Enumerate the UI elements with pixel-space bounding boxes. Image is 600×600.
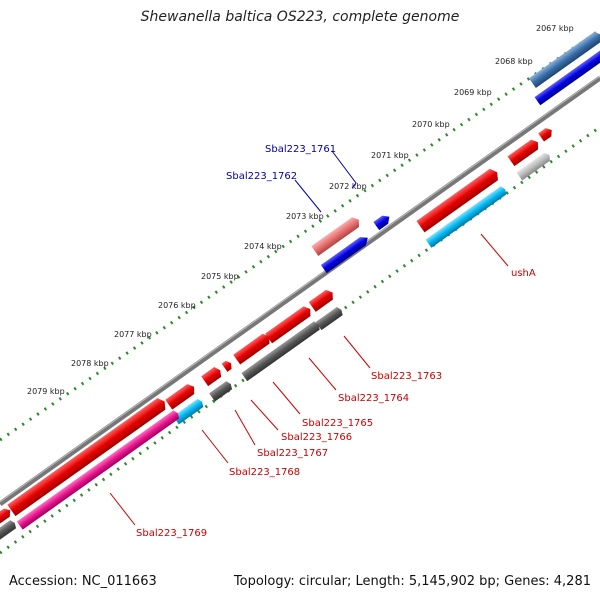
gene-blue-small[interactable] xyxy=(373,213,392,231)
label-sbal223-1763[interactable]: Sbal223_1763 xyxy=(371,371,442,382)
gene-usha-cyan[interactable] xyxy=(425,185,508,248)
label-sbal223-1765[interactable]: Sbal223_1765 xyxy=(302,418,373,429)
accession-text: Accession: NC_011663 xyxy=(9,574,157,589)
gene-sbal223-1768[interactable] xyxy=(165,382,197,410)
genome-summary-text: Topology: circular; Length: 5,145,902 bp… xyxy=(233,574,591,589)
gene-lightgray[interactable] xyxy=(516,151,552,181)
gene-usha[interactable] xyxy=(416,166,501,233)
gene-sbal223-1768-cyan[interactable] xyxy=(173,398,205,425)
gene-sbal223-1763-dark[interactable] xyxy=(315,306,345,331)
leader-sbal223-1761 xyxy=(331,150,357,189)
label-sbal223-1768[interactable]: Sbal223_1768 xyxy=(229,467,300,478)
scale-label-2079: 2079 kbp xyxy=(27,387,65,396)
gene-blue-top[interactable] xyxy=(534,49,600,106)
leader-lines xyxy=(109,150,509,526)
gene-sbal223-1762[interactable] xyxy=(320,234,371,274)
scale-label-2067: 2067 kbp xyxy=(536,24,574,33)
gene-sbal223-1766[interactable] xyxy=(221,359,234,372)
genome-backbone xyxy=(0,75,600,507)
gene-red-right-2[interactable] xyxy=(507,137,541,167)
gene-sbal223-1761[interactable] xyxy=(311,215,362,256)
gene-sbal223-1764[interactable] xyxy=(265,304,314,344)
genome-backbone-highlight xyxy=(0,75,600,503)
label-sbal223-1761[interactable]: Sbal223_1761 xyxy=(265,144,336,155)
scale-label-2077: 2077 kbp xyxy=(114,330,152,339)
scale-label-2073: 2073 kbp xyxy=(286,212,324,221)
gene-sbal223-1769[interactable] xyxy=(7,396,168,517)
gene-sbal223-1763[interactable] xyxy=(308,288,336,312)
label-sbal223-1764[interactable]: Sbal223_1764 xyxy=(338,393,409,404)
gene-sbal223-1767-dark[interactable] xyxy=(209,380,234,402)
scale-label-2075: 2075 kbp xyxy=(201,272,239,281)
leader-sbal223-1764 xyxy=(308,357,337,391)
gene-features xyxy=(0,30,600,542)
gene-steelblue[interactable] xyxy=(528,30,600,89)
gene-labels: Sbal223_1761 Sbal223_1762 ushA Sbal223_1… xyxy=(136,144,536,539)
scale-labels: 2067 kbp 2068 kbp 2069 kbp 2070 kbp 2071… xyxy=(27,24,574,396)
leader-sbal223-1769 xyxy=(109,492,136,526)
scale-label-2078: 2078 kbp xyxy=(71,359,109,368)
leader-sbal223-1768 xyxy=(201,429,229,464)
scale-label-2068: 2068 kbp xyxy=(495,57,533,66)
scale-label-2072: 2072 kbp xyxy=(329,182,367,191)
label-sbal223-1766[interactable]: Sbal223_1766 xyxy=(281,432,352,443)
gene-red-right-1[interactable] xyxy=(538,126,554,142)
scale-label-2070: 2070 kbp xyxy=(412,120,450,129)
leader-sbal223-1766 xyxy=(250,399,279,431)
gene-red-edge[interactable] xyxy=(0,506,13,526)
scale-label-2076: 2076 kbp xyxy=(158,301,196,310)
gene-sbal223-1764-dark[interactable] xyxy=(241,320,321,382)
leader-sbal223-1767 xyxy=(234,409,256,446)
label-usha[interactable]: ushA xyxy=(511,268,536,279)
gene-dark-edge[interactable] xyxy=(0,519,18,542)
scale-label-2074: 2074 kbp xyxy=(244,242,282,251)
gene-sbal223-1769-pink[interactable] xyxy=(16,409,181,530)
map-title: Shewanella baltica OS223, complete genom… xyxy=(140,9,460,25)
label-sbal223-1762[interactable]: Sbal223_1762 xyxy=(226,171,297,182)
leader-usha xyxy=(480,233,509,267)
label-sbal223-1767[interactable]: Sbal223_1767 xyxy=(257,448,328,459)
gene-sbal223-1765[interactable] xyxy=(233,332,273,365)
leader-sbal223-1763 xyxy=(343,335,371,369)
label-sbal223-1769[interactable]: Sbal223_1769 xyxy=(136,528,207,539)
gene-sbal223-1767[interactable] xyxy=(201,365,223,387)
outer-ruler-line xyxy=(0,28,600,442)
leader-sbal223-1762 xyxy=(294,179,322,213)
leader-sbal223-1765 xyxy=(272,381,301,415)
scale-label-2071: 2071 kbp xyxy=(371,151,409,160)
scale-label-2069: 2069 kbp xyxy=(454,88,492,97)
